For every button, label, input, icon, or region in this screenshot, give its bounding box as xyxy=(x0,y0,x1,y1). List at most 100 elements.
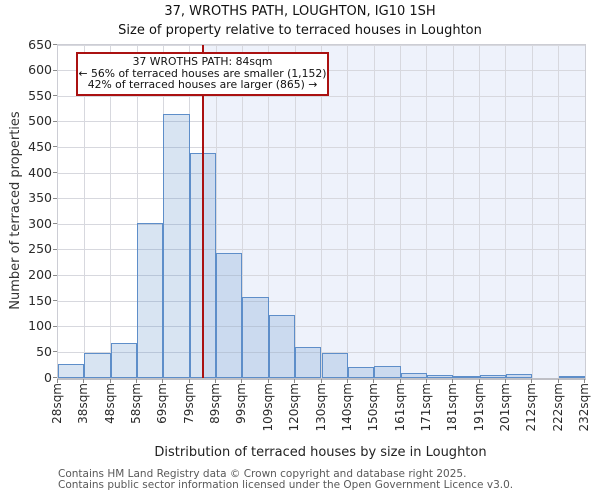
x-tick-label: 201sqm xyxy=(497,383,512,432)
y-tick-label: 300 xyxy=(28,215,52,231)
x-tick-mark xyxy=(531,379,533,383)
y-tick-label: 0 xyxy=(44,369,52,385)
histogram-bar xyxy=(84,353,111,378)
x-tick-label: 171sqm xyxy=(418,383,433,432)
x-tick-label: 69sqm xyxy=(155,383,170,424)
x-tick-mark xyxy=(478,379,480,383)
histogram-bar xyxy=(426,375,454,378)
x-tick-label: 79sqm xyxy=(181,383,196,424)
x-tick-mark xyxy=(584,379,585,383)
footer-line-1: Contains HM Land Registry data © Crown c… xyxy=(58,468,467,480)
chart-subtitle: Size of property relative to terraced ho… xyxy=(118,23,482,38)
x-tick-mark xyxy=(504,379,506,383)
x-tick-mark xyxy=(267,379,269,383)
x-tick-label: 191sqm xyxy=(471,383,486,432)
y-tick-mark xyxy=(53,274,57,276)
x-tick-label: 150sqm xyxy=(366,383,381,432)
v-gridline xyxy=(241,45,243,378)
x-tick-mark xyxy=(373,379,375,383)
x-tick-label: 38sqm xyxy=(76,383,91,424)
v-gridline xyxy=(479,45,481,378)
v-gridline xyxy=(558,45,560,378)
larger-region-shade xyxy=(202,45,585,378)
v-gridline xyxy=(452,45,454,378)
histogram-bar xyxy=(216,252,243,378)
y-tick-mark xyxy=(53,223,57,225)
y-tick-label: 50 xyxy=(36,343,52,359)
x-tick-mark xyxy=(241,379,243,383)
y-tick-mark xyxy=(53,248,57,250)
x-tick-label: 232sqm xyxy=(577,383,591,432)
histogram-bar xyxy=(163,114,190,378)
x-tick-mark xyxy=(452,379,454,383)
v-gridline xyxy=(268,45,270,378)
v-gridline xyxy=(294,45,296,378)
x-tick-mark xyxy=(83,379,85,383)
annotation-box: 37 WROTHS PATH: 84sqm ← 56% of terraced … xyxy=(76,52,329,96)
histogram-bar xyxy=(374,366,401,378)
histogram-bar xyxy=(321,352,348,378)
x-tick-mark xyxy=(425,379,427,383)
x-tick-mark xyxy=(188,379,190,383)
annotation-line-2: ← 56% of terraced houses are smaller (1,… xyxy=(78,66,327,80)
histogram-bar xyxy=(479,375,506,378)
v-gridline xyxy=(136,45,138,378)
v-gridline xyxy=(426,45,428,378)
x-tick-mark xyxy=(557,379,559,383)
histogram-bar xyxy=(58,363,85,378)
y-tick-mark xyxy=(53,95,57,97)
chart-title: 37, WROTHS PATH, LOUGHTON, IG10 1SH xyxy=(164,4,436,19)
histogram-bar xyxy=(110,342,138,378)
x-tick-label: 212sqm xyxy=(524,383,539,432)
v-gridline xyxy=(400,45,402,378)
y-tick-mark xyxy=(53,351,57,353)
plot-area xyxy=(57,44,586,380)
x-tick-label: 99sqm xyxy=(234,383,249,424)
x-tick-mark xyxy=(162,379,164,383)
x-tick-label: 58sqm xyxy=(129,383,144,424)
x-axis-label: Distribution of terraced houses by size … xyxy=(154,445,487,460)
histogram-bar xyxy=(295,347,322,378)
v-gridline xyxy=(505,45,507,378)
y-tick-label: 350 xyxy=(28,190,52,206)
histogram-bar xyxy=(268,315,296,378)
histogram-bar xyxy=(505,374,533,378)
histogram-bar xyxy=(400,373,427,378)
histogram-bar xyxy=(242,296,269,378)
property-size-marker-line xyxy=(201,45,204,378)
y-tick-label: 100 xyxy=(28,318,52,334)
x-tick-mark xyxy=(109,379,111,383)
v-gridline xyxy=(373,45,375,378)
x-tick-label: 161sqm xyxy=(392,383,407,432)
x-tick-label: 120sqm xyxy=(287,383,302,432)
x-tick-mark xyxy=(346,379,348,383)
x-tick-label: 48sqm xyxy=(102,383,117,424)
x-tick-mark xyxy=(294,379,296,383)
x-tick-label: 109sqm xyxy=(260,383,275,432)
x-tick-mark xyxy=(320,379,322,383)
y-tick-label: 250 xyxy=(28,241,52,257)
x-tick-mark xyxy=(215,379,217,383)
v-gridline xyxy=(110,45,112,378)
x-tick-label: 181sqm xyxy=(445,383,460,432)
histogram-bar xyxy=(347,367,375,378)
y-tick-mark xyxy=(53,44,57,45)
y-tick-label: 500 xyxy=(28,113,52,129)
histogram-bar xyxy=(137,222,164,378)
x-tick-mark xyxy=(57,379,58,383)
y-tick-label: 650 xyxy=(28,36,52,52)
footer-line-2: Contains public sector information licen… xyxy=(58,479,514,491)
x-tick-label: 89sqm xyxy=(208,383,223,424)
y-tick-label: 200 xyxy=(28,267,52,283)
x-tick-label: 222sqm xyxy=(550,383,565,432)
y-tick-mark xyxy=(53,146,57,148)
x-tick-mark xyxy=(136,379,138,383)
y-tick-label: 550 xyxy=(28,87,52,103)
v-gridline xyxy=(321,45,322,378)
y-tick-mark xyxy=(53,197,57,199)
v-gridline xyxy=(347,45,349,378)
y-tick-mark xyxy=(53,377,57,378)
v-gridline xyxy=(215,45,217,378)
y-tick-mark xyxy=(53,172,57,174)
